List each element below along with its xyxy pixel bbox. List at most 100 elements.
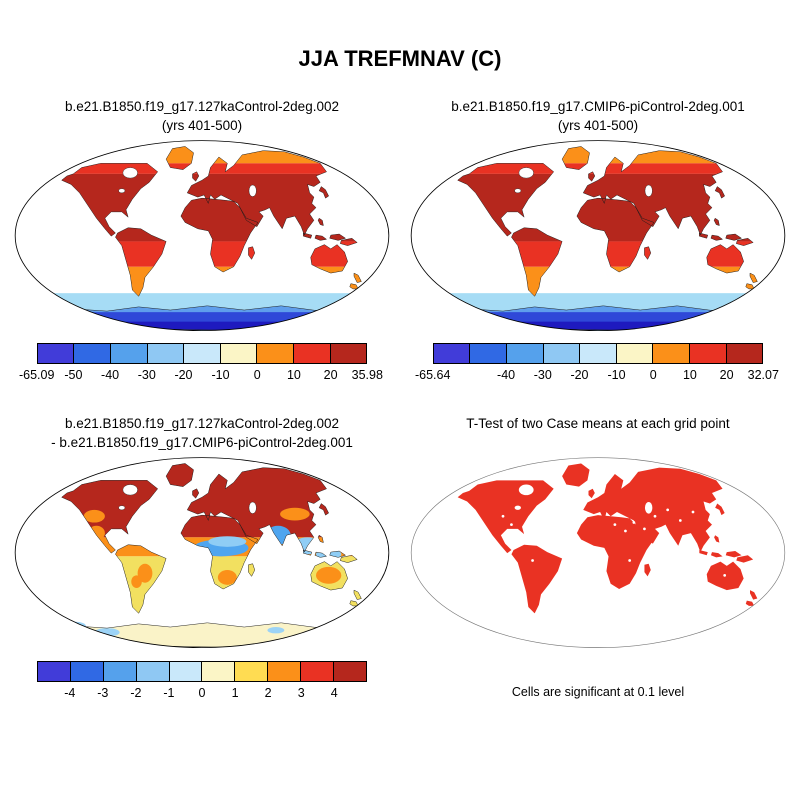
colorbar-cell — [103, 661, 137, 681]
significance-caption: Cells are significant at 0.1 level — [511, 684, 685, 699]
colorbar-tick-label: -4 — [64, 685, 76, 700]
colorbar-tick-label: -65.64 — [414, 368, 451, 383]
colorbar-cell — [433, 344, 471, 364]
colorbar-cell — [37, 661, 71, 681]
case-name-subtracted: - b.e21.B1850.f19_g17.CMIP6-piControl-2d… — [51, 435, 353, 451]
panel-picontrol: b.e21.B1850.f19_g17.CMIP6-piControl-2deg… — [408, 98, 788, 385]
map-outline — [14, 457, 390, 649]
colorbar-cell — [726, 344, 763, 364]
panel-title-top-right: b.e21.B1850.f19_g17.CMIP6-piControl-2deg… — [408, 98, 788, 138]
colorbar-tick-label: 0 — [253, 368, 261, 383]
inland-lakes — [118, 484, 257, 515]
colorbar-tick-label: -3 — [97, 685, 109, 700]
colorbar-tick-label: 35.98 — [351, 368, 383, 383]
colorbar-cells — [36, 343, 368, 365]
cool-patch-antarctica — [267, 627, 285, 634]
colorbar-cell — [616, 344, 654, 364]
colorbar-tick-label: -30 — [137, 368, 156, 383]
warm-patch-samerica — [131, 575, 142, 589]
colorbar-cell — [37, 344, 75, 364]
panel-title-top-left: b.e21.B1850.f19_g17.127kaControl-2deg.00… — [12, 98, 392, 138]
colorbar-cell — [506, 344, 544, 364]
map-outline — [14, 140, 390, 332]
colorbar-cell — [294, 344, 331, 364]
world-map-difference — [14, 457, 390, 649]
colorbar-cells — [432, 343, 764, 365]
colorbar-tick-label: -1 — [163, 685, 175, 700]
colorbar-cell — [184, 344, 221, 364]
ttest-title: T-Test of two Case means at each grid po… — [466, 416, 730, 432]
colorbar-tick-label: 4 — [330, 685, 338, 700]
warm-patch-samerica — [137, 563, 153, 583]
colorbar-cell — [301, 661, 335, 681]
colorbar-tick-label: -40 — [101, 368, 120, 383]
colorbar-difference: -4 -3 -2 -1 0 1 2 3 4 — [36, 660, 368, 703]
case-name: b.e21.B1850.f19_g17.127kaControl-2deg.00… — [65, 416, 339, 432]
world-map-picontrol — [410, 140, 786, 332]
colorbar-tick-label: 10 — [286, 368, 301, 383]
non-significant-dots — [501, 508, 727, 577]
colorbar-cell — [136, 661, 170, 681]
colorbar-tick-label: 0 — [198, 685, 206, 700]
map-outline — [410, 140, 786, 332]
colorbar-cell — [147, 344, 185, 364]
world-map-ttest — [410, 457, 786, 649]
colorbar-labels: -65.64 -40 -30 -20 -10 0 10 20 32.07 — [415, 368, 779, 385]
colorbar-cell — [334, 661, 367, 681]
colorbar-labels: -65.09 -50 -40 -30 -20 -10 0 10 20 35.98 — [19, 368, 383, 385]
temperature-band — [457, 163, 758, 174]
warm-patch-australia — [315, 567, 342, 585]
colorbar-tick-label: 1 — [231, 685, 239, 700]
colorbar-tick-label: -50 — [64, 368, 83, 383]
colorbar-cell — [580, 344, 617, 364]
colorbar-cell — [330, 344, 367, 364]
temperature-band — [446, 321, 750, 331]
colorbar-cell — [74, 344, 111, 364]
temperature-band — [61, 163, 362, 174]
case-years: (yrs 401-500) — [161, 117, 243, 133]
inland-lakes — [118, 167, 257, 197]
colorbar-cell — [169, 661, 203, 681]
colorbar-cell — [653, 344, 691, 364]
colorbar-tick-label: -40 — [497, 368, 516, 383]
panel-title-bottom-right: T-Test of two Case means at each grid po… — [408, 415, 788, 455]
colorbar-tick-label: 20 — [323, 368, 338, 383]
case-name: b.e21.B1850.f19_g17.127kaControl-2deg.00… — [65, 99, 339, 114]
colorbar-tick-label: 2 — [264, 685, 272, 700]
colorbar-tick-label: -2 — [130, 685, 142, 700]
colorbar-cells — [36, 660, 368, 682]
temperature-band — [50, 321, 354, 331]
colorbar-cell — [220, 344, 258, 364]
panel-127ka-control: b.e21.B1850.f19_g17.127kaControl-2deg.00… — [12, 98, 392, 385]
colorbar-127ka: -65.09 -50 -40 -30 -20 -10 0 10 20 35.98 — [19, 343, 383, 385]
warm-patch-china — [280, 508, 310, 521]
colorbar-cell — [235, 661, 269, 681]
figure-title: JJA TREFMNAV (C) — [298, 46, 502, 71]
colorbar-tick-label: 0 — [649, 368, 657, 383]
colorbar-tick-label: -20 — [174, 368, 193, 383]
warm-patch-safrica — [217, 570, 237, 586]
panel-title-bottom-left: b.e21.B1850.f19_g17.127kaControl-2deg.00… — [12, 415, 392, 455]
inland-lakes — [514, 484, 653, 514]
colorbar-tick-label: -30 — [533, 368, 552, 383]
colorbar-tick-label: 10 — [682, 368, 697, 383]
cool-patch-antarctica — [94, 628, 120, 637]
colorbar-tick-label: -10 — [211, 368, 230, 383]
colorbar-cell — [202, 661, 236, 681]
case-years: (yrs 401-500) — [557, 117, 639, 133]
colorbar-tick-label: -10 — [607, 368, 626, 383]
colorbar-cell — [268, 661, 302, 681]
case-name: b.e21.B1850.f19_g17.CMIP6-piControl-2deg… — [451, 99, 745, 114]
colorbar-cell — [110, 344, 148, 364]
colorbar-cell — [470, 344, 507, 364]
colorbar-tick-label: 32.07 — [747, 368, 779, 383]
inland-lakes — [514, 167, 653, 197]
colorbar-labels: -4 -3 -2 -1 0 1 2 3 4 — [37, 686, 368, 703]
colorbar-tick-label: -65.09 — [18, 368, 55, 383]
panel-difference: b.e21.B1850.f19_g17.127kaControl-2deg.00… — [12, 415, 392, 702]
colorbar-tick-label: 3 — [297, 685, 305, 700]
panel-ttest: T-Test of two Case means at each grid po… — [408, 415, 788, 702]
colorbar-cell — [690, 344, 727, 364]
cool-patch-africa — [208, 536, 247, 548]
